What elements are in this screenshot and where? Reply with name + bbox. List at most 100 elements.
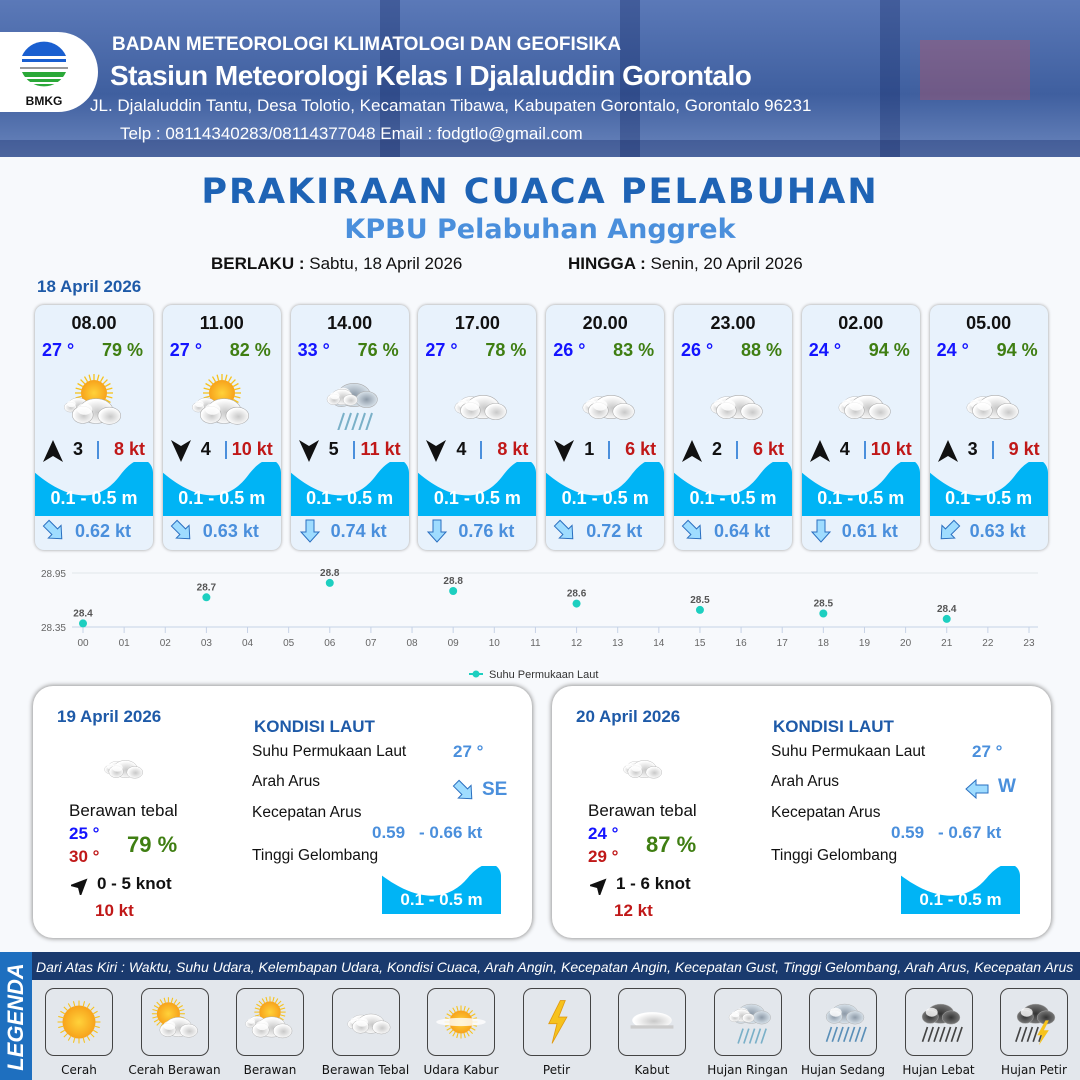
- current-speed-min: 0.59: [372, 823, 406, 842]
- air-temperature: 33 °: [297, 340, 330, 360]
- humidity: 83 %: [613, 340, 655, 360]
- sea-condition-title: KONDISI LAUT: [773, 717, 894, 736]
- legend-item: [522, 988, 591, 1056]
- forecast-card: 17.00 27 ° 78 % 4 8 kt 0.1 - 0.5 m 0.76 kt: [418, 305, 537, 550]
- wind-speed: 4: [456, 439, 467, 459]
- forecast-card: 23.00 26 ° 88 % 2 6 kt 0.1 - 0.5 m 0.64 kt: [674, 305, 792, 550]
- x-tick-label: 03: [201, 638, 213, 649]
- hujan-lebat-icon: [921, 1003, 963, 1043]
- data-point[interactable]: [325, 578, 334, 587]
- gust-speed: 12 kt: [614, 901, 653, 920]
- legend-description: Dari Atas Kiri : Waktu, Suhu Udara, Kele…: [32, 952, 1080, 980]
- humidity: 82 %: [229, 340, 271, 360]
- data-label: 28.6: [567, 589, 587, 600]
- current-speed: 0.63 kt: [202, 521, 259, 541]
- current-direction-icon: [808, 518, 834, 544]
- humidity: 88 %: [740, 340, 782, 360]
- sea-condition-title: KONDISI LAUT: [254, 717, 375, 736]
- forecast-card: 11.00 27 ° 82 % 4 10 kt 0.1 - 0.5 m 0.63 kt: [162, 305, 281, 550]
- air-temperature: 24 °: [936, 340, 969, 360]
- data-point[interactable]: [202, 593, 211, 602]
- kabut-icon: [630, 1012, 674, 1029]
- daily-forecast-panel: 19 April 2026 Berawan tebal 25 ° 30 ° 79 % 0 …: [33, 686, 532, 938]
- air-temperature: 26 °: [681, 340, 714, 360]
- current-direction-icon: [41, 518, 67, 544]
- current-speed: 0.74 kt: [330, 521, 387, 541]
- forecast-time: 02.00: [838, 313, 884, 333]
- wind-speed: 5: [328, 439, 339, 459]
- wave-height-label: Tinggi Gelombang: [771, 847, 898, 864]
- humidity: 79 %: [127, 832, 178, 857]
- divider: [608, 441, 611, 459]
- x-tick-label: 10: [489, 638, 501, 649]
- humidity: 76 %: [357, 340, 399, 360]
- data-point[interactable]: [79, 619, 87, 628]
- chart-legend[interactable]: Suhu Permukaan Laut: [469, 669, 598, 681]
- data-point[interactable]: [695, 605, 704, 614]
- current-direction-icon: [964, 776, 990, 802]
- forecast-time: 20.00: [582, 313, 628, 333]
- berawan-tebal-icon: [966, 395, 1019, 420]
- data-label: 28.5: [690, 595, 710, 606]
- legend-label: Berawan: [243, 1063, 297, 1077]
- data-point[interactable]: [819, 609, 828, 618]
- x-tick-label: 16: [736, 638, 748, 649]
- humidity: 79 %: [101, 340, 143, 360]
- wave-height: 0.1 - 0.5 m: [178, 488, 266, 508]
- divider: [224, 441, 227, 459]
- bmkg-logo: BMKG: [0, 32, 98, 112]
- legend-item: [427, 988, 495, 1056]
- data-point[interactable]: [572, 599, 581, 608]
- current-speed-min: 0.59: [891, 823, 925, 842]
- cerah-berawan-icon: [151, 997, 198, 1038]
- x-tick-label: 07: [365, 638, 377, 649]
- current-direction-icon: [451, 778, 477, 804]
- forecast-time: 08.00: [71, 313, 117, 333]
- wave-icon: [382, 863, 501, 914]
- wave-height: 0.1 - 0.5 m: [306, 488, 394, 508]
- legend-label: Berawan Tebal: [321, 1063, 410, 1077]
- wind-direction-icon: [936, 439, 960, 463]
- legend-label: Kabut: [634, 1063, 670, 1077]
- gust-speed: 8 kt: [497, 439, 529, 459]
- wave-height: 0.1 - 0.5 m: [433, 488, 521, 508]
- legend-title: LEGENDA: [3, 963, 28, 1071]
- x-tick-label: 11: [530, 638, 541, 649]
- x-tick-label: 09: [448, 638, 460, 649]
- gust-speed: 8 kt: [113, 439, 145, 459]
- x-tick-label: 00: [77, 638, 89, 649]
- forecast-time: 05.00: [966, 313, 1012, 333]
- berawan-tebal-icon: [104, 760, 143, 779]
- current-direction-icon: [424, 518, 450, 544]
- current-direction-icon: [936, 518, 962, 544]
- wind-direction-icon: [552, 439, 576, 463]
- x-tick-label: 20: [900, 638, 912, 649]
- wind-direction-icon: [424, 439, 448, 463]
- berawan-tebal-icon: [346, 1013, 390, 1035]
- page-title: PRAKIRAAN CUACA PELABUHAN: [201, 172, 879, 212]
- wind-direction-icon: [41, 439, 65, 463]
- wave-icon: [801, 459, 920, 516]
- legend-label: Hujan Sedang: [801, 1063, 885, 1077]
- berawan-tebal-icon: [710, 395, 763, 420]
- wave-icon: [290, 459, 409, 516]
- agency-name: BADAN METEOROLOGI KLIMATOLOGI DAN GEOFIS…: [112, 34, 622, 55]
- data-point[interactable]: [942, 614, 951, 623]
- wind-speed: 1 - 6 knot: [616, 874, 691, 893]
- wind-speed: 4: [839, 439, 850, 459]
- legend-item: [809, 988, 877, 1056]
- legend-label: Hujan Lebat: [902, 1063, 975, 1077]
- current-direction-icon: [297, 518, 323, 544]
- berawan-icon: [245, 996, 293, 1039]
- berawan-icon: [64, 374, 121, 425]
- x-tick-label: 21: [941, 638, 953, 649]
- wave-height: 0.1 - 0.5 m: [817, 488, 905, 508]
- air-temperature: 27 °: [169, 340, 203, 360]
- min-temperature: 25 °: [69, 824, 100, 843]
- weather-condition: Berawan tebal: [588, 801, 697, 820]
- current-speed: 0.64 kt: [714, 521, 771, 541]
- legend-label: Petir: [542, 1063, 571, 1077]
- x-tick-label: 12: [571, 638, 583, 649]
- data-point[interactable]: [449, 587, 458, 595]
- current-speed-label: Kecepatan Arus: [771, 804, 881, 821]
